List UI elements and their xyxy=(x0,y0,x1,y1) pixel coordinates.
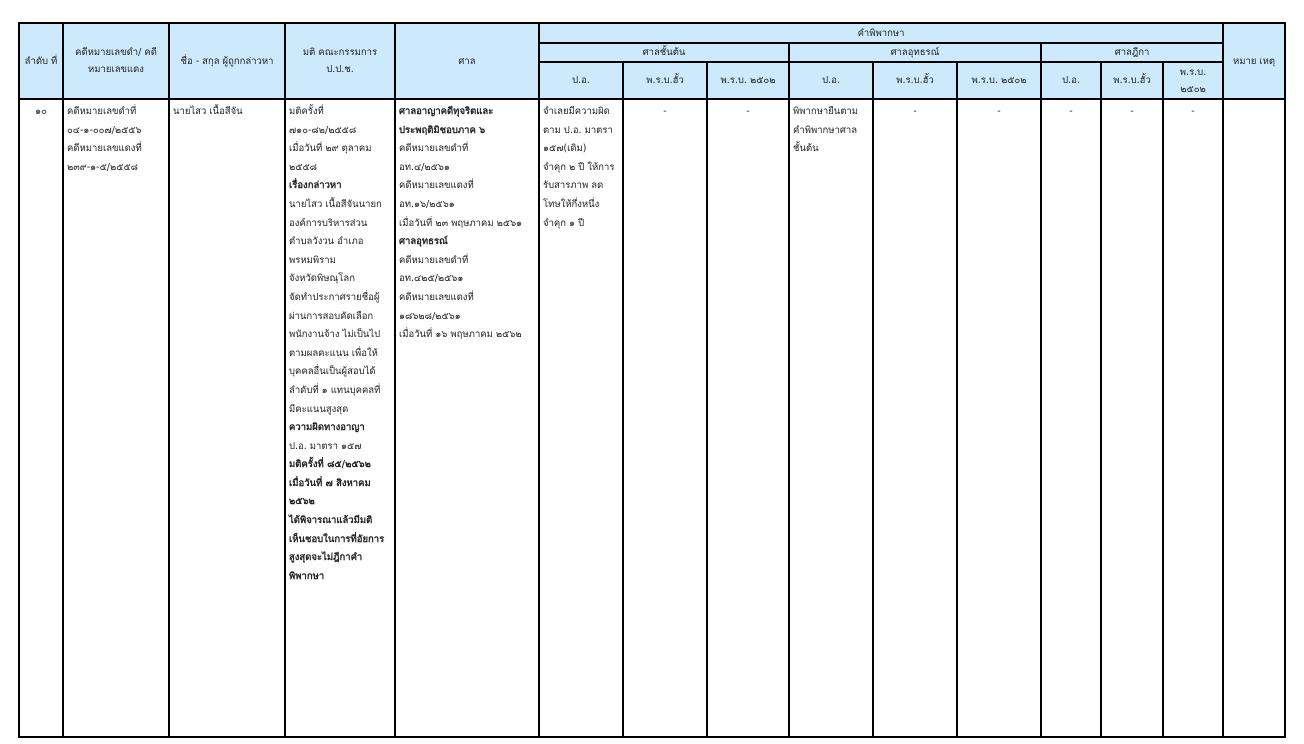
cell-first-po: จำเลยมีความผิดตาม ป.อ. มาตรา๑๕๗(เดิม) จำค… xyxy=(538,98,624,738)
text-line: ศาลอาญาคดีทุจริตและ xyxy=(399,106,494,117)
header-appeal-court: ศาลอุทธรณ์ xyxy=(788,42,1042,63)
cell-resolution: มติครั้งที่๗๑๐-๘๒/๒๕๕๘เมื่อวันที่ ๒๙ ตุล… xyxy=(284,98,396,738)
text-line: เมื่อวันที่ ๑๖ พฤษภาคม ๒๕๖๒ xyxy=(399,329,522,341)
text-line: เมื่อวันที่ ๒๓ พฤษภาคม ๒๕๖๑ xyxy=(399,217,523,229)
text-line: คดีหมายเลขแดงที่ xyxy=(67,143,142,155)
text-line: คดีหมายเลขแดงที่ xyxy=(399,291,474,303)
text-line: โทษให้กึ่งหนึ่ง xyxy=(543,198,600,210)
text-line: ได้พิจารณาแล้วมีมติ xyxy=(289,515,373,527)
header-appeal-bid: พ.ร.บ.ฮั้ว xyxy=(872,61,958,100)
cell-supreme-po: - xyxy=(1040,98,1102,738)
text-line: คดีหมายเลขดำที่ xyxy=(399,254,469,266)
header-case-no: คดีหมายเลขดำ/ คดีหมายเลขแดง xyxy=(62,22,170,100)
text-line: คำพิพากษาศาล xyxy=(793,124,858,136)
cell-supreme-2502: - xyxy=(1161,98,1225,738)
header-first-po: ป.อ. xyxy=(538,61,624,100)
cell-appeal-bid: - xyxy=(872,98,958,738)
cell-supreme-bid: - xyxy=(1100,98,1164,738)
header-supreme-bid: พ.ร.บ.ฮั้ว xyxy=(1100,61,1164,100)
text-line: ประพฤติมิชอบภาค ๖ xyxy=(399,124,486,136)
text-line: ๒๕๖๒ xyxy=(289,496,315,508)
text-line: จำเลยมีความผิด xyxy=(543,106,610,117)
text-line: ๒๓๙-๑-๕/๒๕๕๘ xyxy=(67,161,138,173)
cell-appeal-2502: - xyxy=(956,98,1042,738)
cell-court: ศาลอาญาคดีทุจริตและประพฤติมิชอบภาค ๖คดีห… xyxy=(394,98,540,738)
text-line: ผ่านการสอบคัดเลือก xyxy=(289,310,374,322)
header-name: ชื่อ - สกุล ผู้ถูกกล่าวหา xyxy=(168,22,286,100)
text-line: เมื่อวันที่ ๗ สิงหาคม xyxy=(289,477,371,489)
text-line: สูงสุดจะไม่ฎีกาคำ xyxy=(289,552,363,564)
header-remark: หมาย เหตุ xyxy=(1222,22,1287,100)
text-line: มีคะแนนสูงสุด xyxy=(289,403,349,415)
text-line: ความผิดทางอาญา xyxy=(289,422,365,434)
header-first-2502: พ.ร.บ. ๒๕๐๒ xyxy=(706,61,790,100)
cell-name: นายไสว เนื้อสีจัน xyxy=(168,98,286,738)
header-first-court: ศาลชั้นต้น xyxy=(538,42,790,63)
cell-remark xyxy=(1222,98,1287,738)
text-line: จังหวัดพิษณุโลก xyxy=(289,273,355,285)
cell-first-bid: - xyxy=(622,98,708,738)
text-line: องค์การบริหารส่วน xyxy=(289,217,368,229)
text-line: จำคุก ๑ ปี xyxy=(543,217,585,229)
text-line: ๑๕๗(เดิม) xyxy=(543,143,587,155)
text-line: รับสารภาพ ลด xyxy=(543,180,604,192)
table-row: ๑๐ คดีหมายเลขดำที่ ๐๔-๑-๐๐๗/๒๕๕๖ คดีหมายเล… xyxy=(18,98,1287,738)
text-line: คดีหมายเลขดำที่ xyxy=(399,143,469,155)
text-line: พรหมพิราม xyxy=(289,254,336,266)
text-line: จัดทำประกาศรายชื่อผู้ xyxy=(289,291,380,303)
text-line: พนักงานจ้าง ไม่เป็นไป xyxy=(289,329,381,341)
text-line: เมื่อวันที่ ๒๙ ตุลาคม xyxy=(289,143,372,155)
text-line: ลำดับที่ ๑ แทนบุคคลที่ xyxy=(289,384,381,396)
text-line: ตาม ป.อ. มาตรา xyxy=(543,124,613,136)
header-judgment: คำพิพากษา xyxy=(537,22,1225,44)
cell-case-no: คดีหมายเลขดำที่๐๔-๑-๐๐๗/๒๕๕๖คดีหมายเลขแด… xyxy=(62,98,170,738)
header-court: ศาล xyxy=(394,22,540,100)
text-line: ๑๘๖๒๘/๒๕๖๑ xyxy=(399,310,461,322)
text-line: ตามผลคะแนน เพื่อให้ xyxy=(289,347,378,359)
text-line: ศาลอุทธรณ์ xyxy=(399,236,448,248)
text-line: เรื่องกล่าวหา xyxy=(289,180,342,192)
header-supreme-2502: พ.ร.บ. ๒๕๐๒ xyxy=(1161,61,1225,100)
header-first-bid: พ.ร.บ.ฮั้ว xyxy=(622,61,708,100)
text-line: ๗๑๐-๘๒/๒๕๕๘ xyxy=(289,124,357,136)
text-line: พิพากษา xyxy=(289,570,325,582)
text-line: อท.๑๖/๒๕๖๑ xyxy=(399,198,455,210)
text-line: อท.๔/๒๕๖๑ xyxy=(399,161,450,173)
case-table: ลำดับ ที่ คดีหมายเลขดำ/ คดีหมายเลขแดง ชื… xyxy=(18,22,1287,738)
header-appeal-2502: พ.ร.บ. ๒๕๐๒ xyxy=(956,61,1042,100)
header-appeal-po: ป.อ. xyxy=(788,61,874,100)
header-supreme-court: ศาลฎีกา xyxy=(1039,42,1225,63)
header-order: ลำดับ ที่ xyxy=(18,22,64,100)
text-line: เห็นชอบในการที่อัยการ xyxy=(289,533,385,545)
text-line: จำคุก ๒ ปี ให้การ xyxy=(543,161,615,173)
text-line: นายไสว เนื้อสีจันนายก xyxy=(289,198,382,210)
text-line: อท.๔๒๕/๒๕๖๑ xyxy=(399,273,464,285)
cell-appeal-po: พิพากษายืนตามคำพิพากษาศาลชั้นต้น xyxy=(788,98,874,738)
cell-first-2502: - xyxy=(706,98,790,738)
text-line: ชั้นต้น xyxy=(793,143,819,155)
header-supreme-po: ป.อ. xyxy=(1040,61,1102,100)
text-line: ตำบลวังวน อำเภอ xyxy=(289,236,364,248)
text-line: มติครั้งที่ ๘๕/๒๕๖๒ xyxy=(289,459,371,471)
cell-order: ๑๐ xyxy=(18,98,64,738)
text-line: ๐๔-๑-๐๐๗/๒๕๕๖ xyxy=(67,124,142,136)
text-line: ๒๕๕๘ xyxy=(289,161,317,173)
header-resolution: มติ คณะกรรมการ ป.ป.ช. xyxy=(284,22,396,100)
text-line: คดีหมายเลขดำที่ xyxy=(67,106,137,117)
text-line: มติครั้งที่ xyxy=(289,106,324,117)
text-line: พิพากษายืนตาม xyxy=(793,106,859,117)
text-line: บุคคลอื่นเป็นผู้สอบได้ xyxy=(289,366,376,378)
text-line: คดีหมายเลขแดงที่ xyxy=(399,180,474,192)
text-line: ป.อ. มาตรา ๑๕๗ xyxy=(289,440,362,452)
